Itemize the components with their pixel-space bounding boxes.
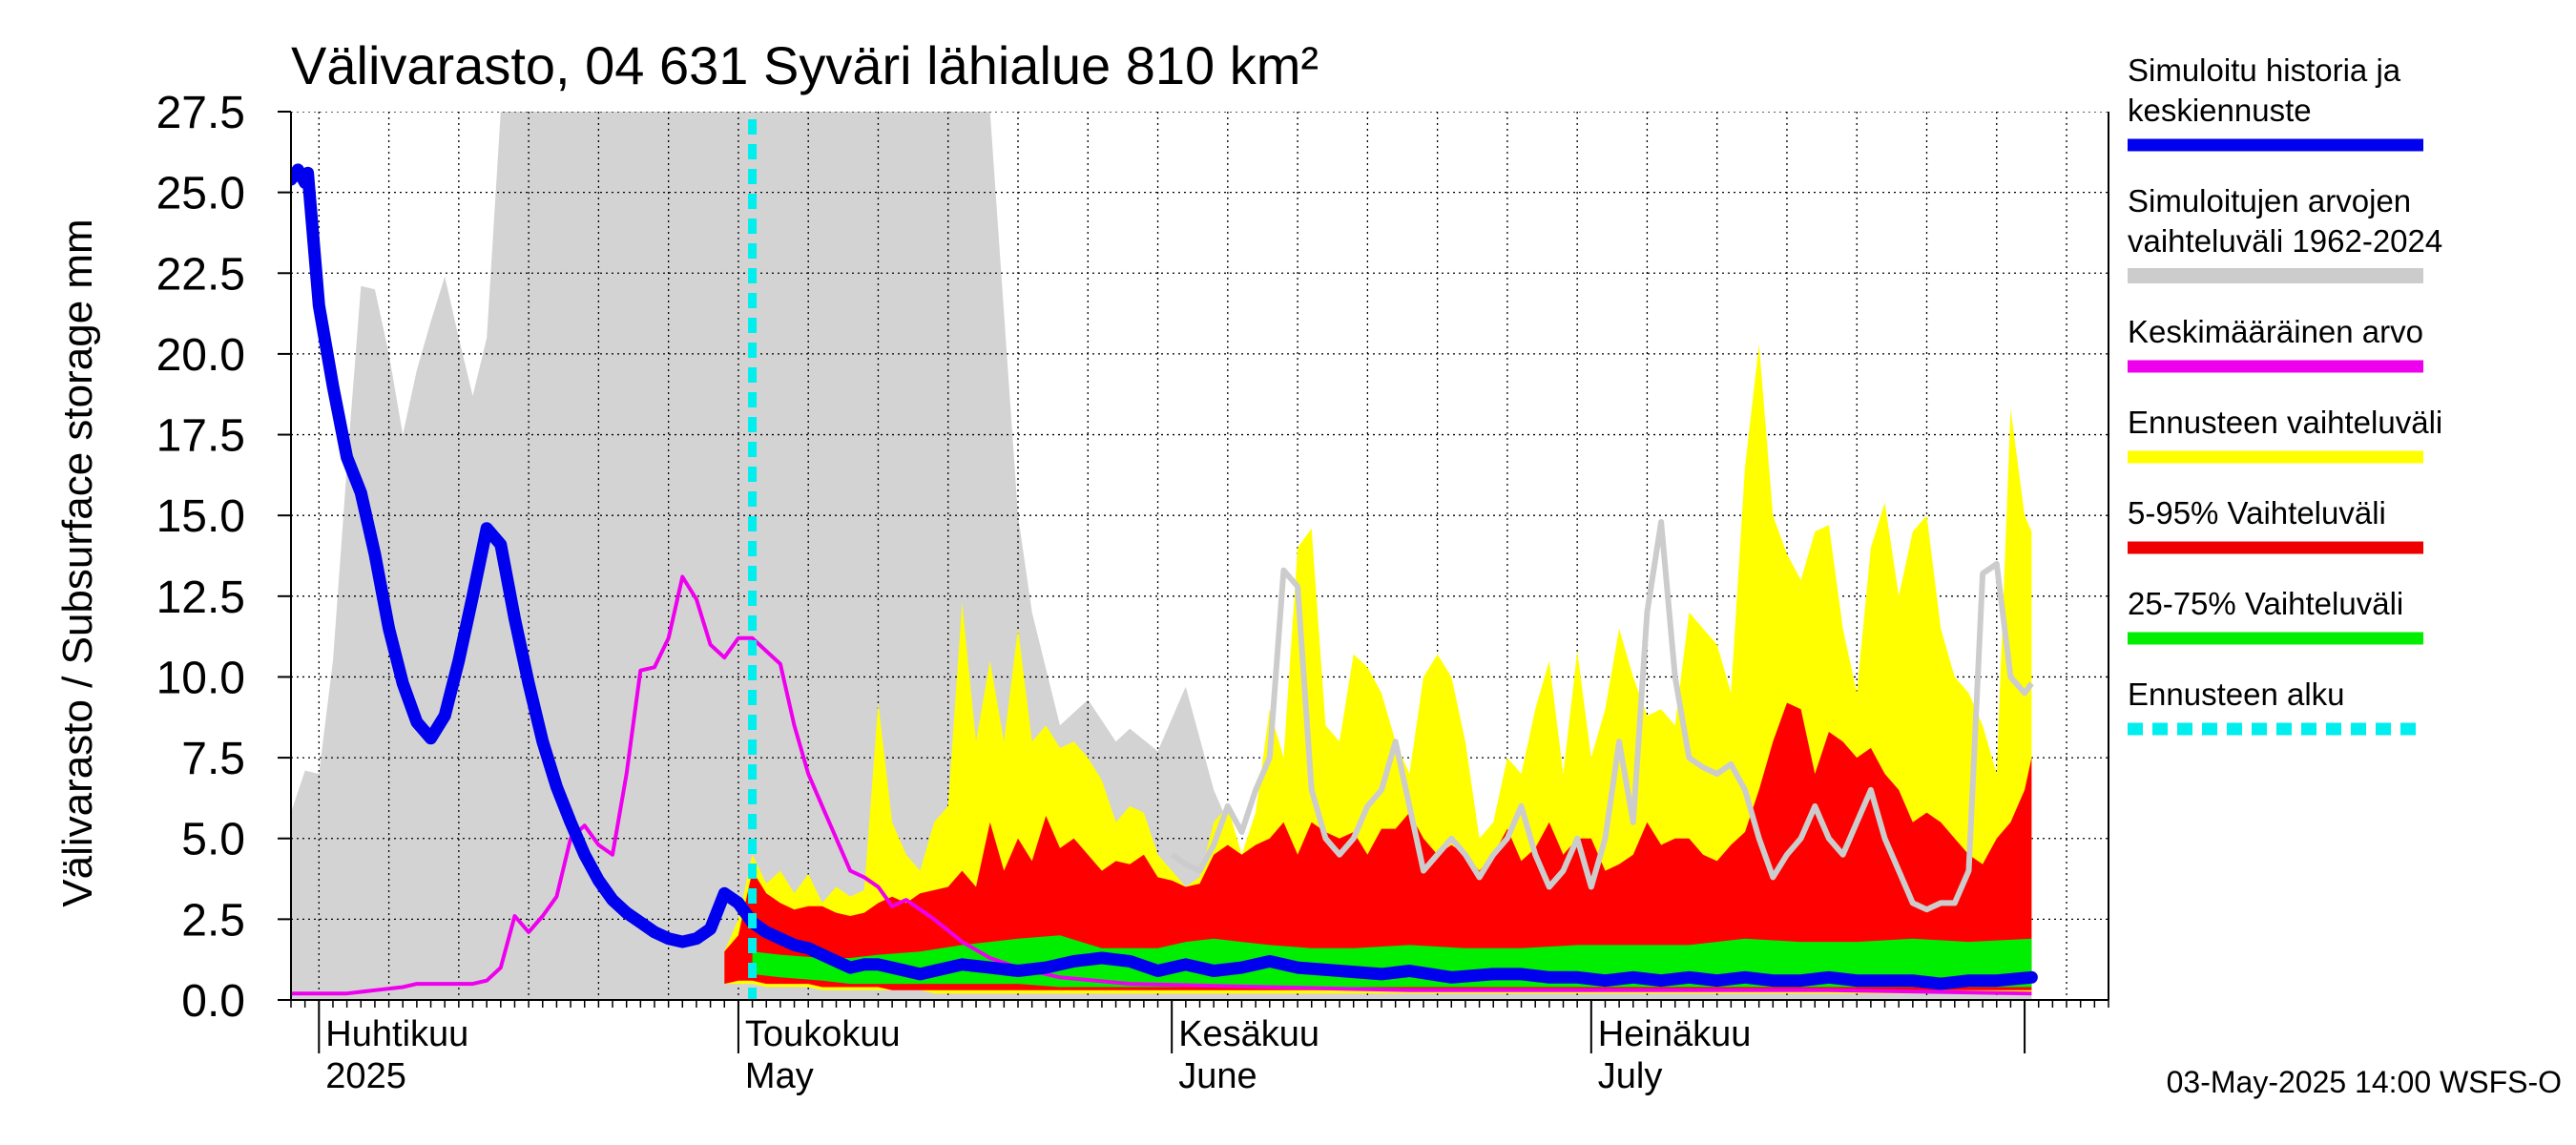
legend-label: Ennusteen alku: [2128, 677, 2345, 712]
legend-label: Ennusteen vaihteluväli: [2128, 405, 2442, 440]
month-label-fi: Kesäkuu: [1178, 1014, 1319, 1054]
month-label-en: May: [745, 1056, 814, 1096]
series-ensemble-member: [1170, 519, 2034, 913]
y-tick-label: 20.0: [156, 330, 245, 381]
y-tick-labels: 0.0 2.5 5.0 7.5 10.0 12.5 15.0 17.5 20.0 22.5 25.0…: [156, 88, 291, 1027]
y-tick-label: 15.0: [156, 491, 245, 542]
y-tick-label: 2.5: [181, 895, 245, 946]
month-label-en: 2025: [325, 1056, 406, 1096]
series-layer: [291, 112, 2109, 1000]
month-label-fi: Heinäkuu: [1598, 1014, 1752, 1054]
legend-label: Keskimääräinen arvo: [2128, 314, 2423, 349]
y-tick-label: 10.0: [156, 653, 245, 703]
y-tick-label: 12.5: [156, 572, 245, 623]
month-label-fi: Toukokuu: [745, 1014, 901, 1054]
legend-label: Simuloitu historia ja: [2128, 52, 2401, 88]
series-mean: [291, 574, 2032, 996]
y-tick-label: 0.0: [181, 976, 245, 1027]
legend-label: Simuloitujen arvojen: [2128, 183, 2411, 219]
y-tick-label: 25.0: [156, 169, 245, 219]
y-tick-label: 17.5: [156, 411, 245, 462]
y-axis-label: Välivarasto / Subsurface storage mm: [54, 219, 101, 906]
series-historical-range: [291, 112, 2032, 1000]
month-label-fi: Huhtikuu: [325, 1014, 468, 1054]
legend: Simuloitu historia ja keskiennuste Simuloi…: [2128, 52, 2442, 736]
plot-area: [290, 112, 2109, 1001]
legend-label: 25-75% Vaihteluväli: [2128, 586, 2403, 621]
legend-label: vaihteluväli 1962-2024: [2128, 223, 2442, 259]
y-tick-label: 27.5: [156, 88, 245, 138]
y-tick-label: 22.5: [156, 249, 245, 300]
month-label-en: July: [1598, 1056, 1663, 1096]
month-label-en: June: [1178, 1056, 1257, 1096]
legend-label: keskiennuste: [2128, 93, 2312, 128]
y-tick-label: 5.0: [181, 815, 245, 865]
series-simulated: [291, 163, 2038, 990]
series-5-95-vaihteluv-li: [724, 702, 2032, 990]
footer-timestamp: 03-May-2025 14:00 WSFS-O: [2167, 1065, 2562, 1099]
legend-label: 5-95% Vaihteluväli: [2128, 495, 2386, 531]
chart-title: Välivarasto, 04 631 Syväri lähialue 810 …: [291, 35, 1319, 95]
y-tick-label: 7.5: [181, 734, 245, 784]
